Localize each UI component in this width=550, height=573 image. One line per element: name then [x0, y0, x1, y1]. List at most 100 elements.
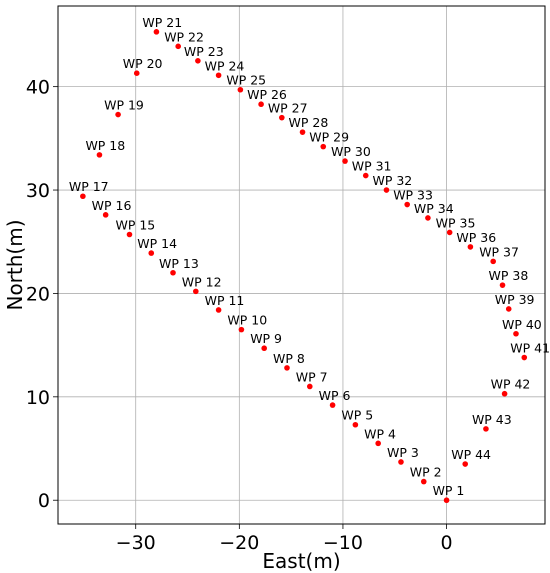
waypoint-label: WP 42	[491, 377, 531, 392]
waypoint-marker	[420, 478, 427, 485]
waypoint-marker	[521, 354, 528, 361]
waypoint-label: WP 35	[436, 215, 476, 230]
x-tick-label: −30	[116, 532, 156, 554]
y-tick-label: 30	[26, 180, 50, 202]
waypoint-label: WP 15	[115, 217, 155, 232]
waypoint-marker	[505, 306, 512, 312]
plot-frame	[57, 5, 546, 525]
waypoint-label: WP 3	[387, 445, 419, 460]
axis-ticks: −30 −20 −10 0 0 10 20 30 40	[26, 77, 453, 554]
waypoint-label: WP 21	[142, 15, 182, 30]
waypoint-label: WP 14	[137, 236, 177, 251]
waypoint-label: WP 32	[372, 173, 412, 188]
waypoint-marker	[483, 426, 489, 432]
waypoint-marker	[170, 269, 176, 276]
waypoint-label: WP 13	[159, 256, 199, 271]
waypoint-marker	[329, 402, 336, 408]
data-points	[80, 29, 528, 504]
waypoint-label: WP 16	[92, 198, 132, 213]
waypoint-label: WP 36	[456, 230, 496, 245]
x-tick-label: 0	[441, 532, 453, 554]
waypoint-label: WP 31	[352, 159, 392, 174]
waypoint-marker	[383, 187, 390, 193]
waypoint-marker	[102, 212, 109, 218]
waypoint-label: WP 25	[226, 73, 266, 88]
waypoint-marker	[96, 152, 103, 158]
data-labels: WP 1 WP 2 WP 3 WP 4 WP 5 WP 6 WP 7 WP 8 WP 9 WP 1…	[69, 15, 550, 498]
waypoint-marker	[299, 129, 306, 135]
waypoint-marker	[126, 231, 133, 238]
waypoint-marker	[404, 201, 410, 208]
x-tick-label: −20	[219, 532, 259, 554]
x-tick-label: −10	[323, 532, 363, 554]
waypoint-label: WP 1	[433, 483, 465, 498]
y-axis-label: North(m)	[3, 219, 27, 310]
waypoint-label: WP 6	[319, 388, 351, 403]
waypoint-marker	[261, 345, 267, 352]
waypoint-marker	[467, 244, 474, 250]
waypoint-label: WP 23	[184, 44, 224, 59]
waypoint-marker	[490, 258, 496, 265]
waypoint-label: WP 18	[85, 138, 125, 153]
waypoint-label: WP 43	[472, 412, 512, 427]
waypoint-label: WP 28	[289, 115, 329, 130]
waypoint-marker	[501, 390, 508, 397]
waypoint-marker	[362, 172, 369, 179]
waypoint-marker	[284, 365, 290, 371]
waypoint-marker	[258, 101, 264, 108]
waypoint-label: WP 29	[309, 130, 349, 145]
waypoint-label: WP 26	[247, 87, 287, 102]
waypoint-label: WP 38	[489, 268, 529, 283]
waypoint-label: WP 41	[510, 341, 550, 356]
waypoint-label: WP 11	[205, 293, 245, 308]
waypoint-label: WP 30	[331, 144, 371, 159]
waypoint-label: WP 22	[164, 29, 204, 44]
waypoint-marker	[133, 70, 140, 77]
waypoint-marker	[513, 330, 519, 337]
waypoint-label: WP 40	[502, 317, 542, 332]
waypoint-label: WP 17	[69, 179, 109, 194]
waypoint-marker	[499, 282, 506, 288]
waypoint-label: WP 39	[495, 292, 535, 307]
waypoint-marker	[153, 29, 160, 35]
y-tick-label: 20	[26, 283, 50, 305]
waypoint-marker	[148, 250, 155, 256]
waypoint-marker	[237, 86, 244, 93]
waypoint-label: WP 20	[123, 56, 163, 71]
waypoint-marker	[215, 307, 222, 313]
waypoint-label: WP 12	[182, 274, 222, 289]
waypoint-marker	[175, 43, 181, 50]
waypoint-label: WP 10	[227, 313, 267, 328]
waypoint-label: WP 7	[296, 369, 328, 384]
waypoint-marker	[215, 72, 222, 79]
waypoint-label: WP 4	[364, 426, 396, 441]
waypoint-marker	[279, 114, 285, 121]
waypoint-label: WP 8	[273, 351, 305, 366]
waypoint-label: WP 5	[341, 408, 373, 423]
waypoint-label: WP 37	[479, 244, 519, 259]
waypoint-marker	[320, 143, 327, 150]
waypoint-label: WP 44	[451, 447, 491, 462]
waypoint-marker	[375, 440, 381, 447]
waypoint-label: WP 27	[268, 101, 308, 116]
x-axis-label: East(m)	[262, 549, 340, 573]
y-tick-label: 40	[26, 77, 50, 99]
waypoint-marker	[342, 158, 348, 164]
waypoint-marker	[80, 193, 86, 200]
y-tick-label: 0	[38, 490, 50, 512]
waypoint-marker	[398, 459, 404, 465]
waypoint-marker	[195, 57, 201, 64]
waypoint-marker	[462, 461, 469, 467]
waypoint-marker	[238, 326, 245, 333]
waypoint-marker	[306, 383, 313, 390]
waypoint-label: WP 2	[410, 465, 442, 480]
waypoint-marker	[193, 288, 199, 295]
waypoint-label: WP 19	[104, 98, 144, 113]
waypoint-marker	[425, 215, 431, 221]
waypoint-label: WP 24	[205, 58, 245, 73]
waypoint-label: WP 9	[250, 331, 282, 346]
waypoint-marker	[443, 497, 450, 504]
waypoint-label: WP 34	[414, 201, 454, 216]
waypoint-marker	[446, 229, 453, 236]
